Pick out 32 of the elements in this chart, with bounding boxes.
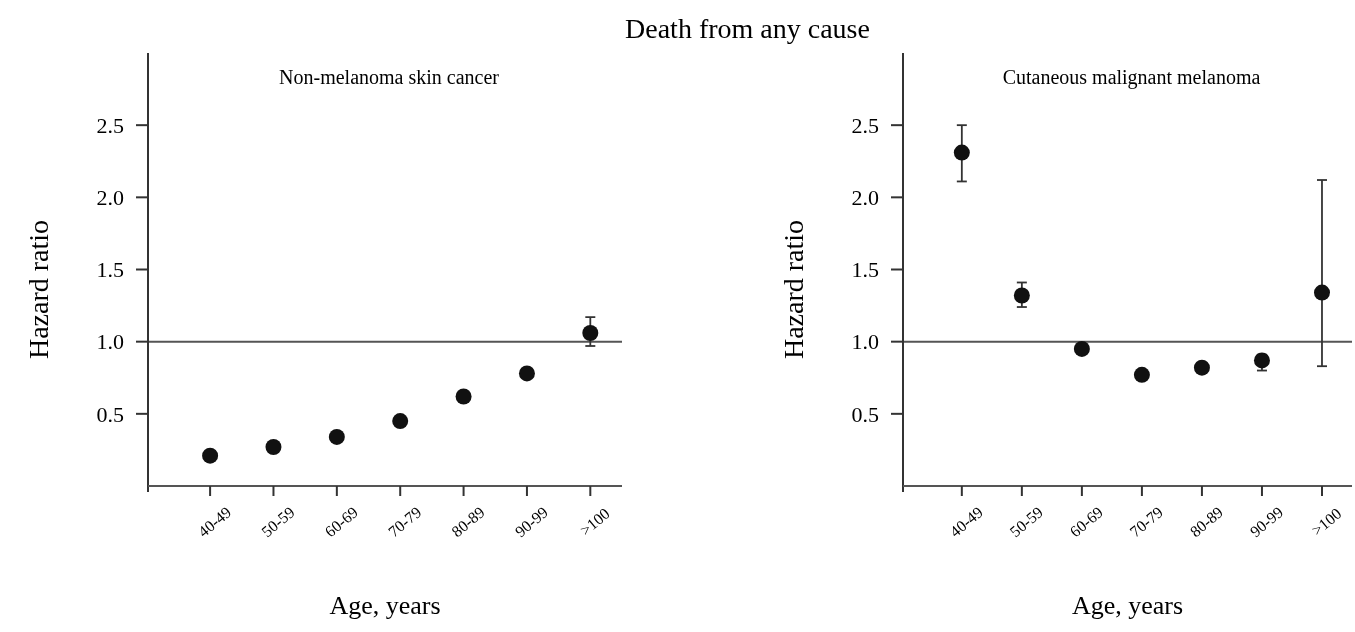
point xyxy=(455,388,472,405)
point xyxy=(1193,359,1210,376)
point xyxy=(518,365,535,382)
y-axis-title: Hazard ratio xyxy=(23,219,54,360)
y-tick-label: 1.0 xyxy=(851,329,879,355)
x-axis-title: Age, years xyxy=(1071,591,1184,620)
point xyxy=(1133,366,1150,383)
x-axis-title: Age, years xyxy=(329,591,441,620)
y-tick-label: 1.5 xyxy=(851,257,879,283)
point xyxy=(1313,284,1330,301)
point xyxy=(202,447,219,464)
point xyxy=(265,439,282,456)
y-tick-label: 0.5 xyxy=(851,401,879,427)
y-tick-label: 2.5 xyxy=(96,112,124,138)
point xyxy=(953,144,970,161)
x-tick-label: >100 xyxy=(1308,504,1345,539)
y-tick-label: 2.0 xyxy=(851,185,879,211)
text: Non-melanoma skin cancer xyxy=(279,66,500,88)
x-tick-label: >100 xyxy=(576,504,613,539)
point xyxy=(392,413,409,430)
y-axis-title: Hazard ratio xyxy=(778,219,809,360)
text: Cutaneous malignant melanoma xyxy=(1002,66,1261,89)
y-tick-label: 0.5 xyxy=(96,401,124,427)
point xyxy=(1073,340,1090,357)
y-tick-label: 2.5 xyxy=(851,112,879,138)
text: Death from any cause xyxy=(625,13,870,44)
y-tick-label: 2.0 xyxy=(96,185,124,211)
point xyxy=(1013,287,1030,304)
point xyxy=(582,325,599,342)
y-tick-label: 1.5 xyxy=(96,257,124,283)
y-tick-label: 1.0 xyxy=(96,329,124,355)
point xyxy=(328,428,345,445)
